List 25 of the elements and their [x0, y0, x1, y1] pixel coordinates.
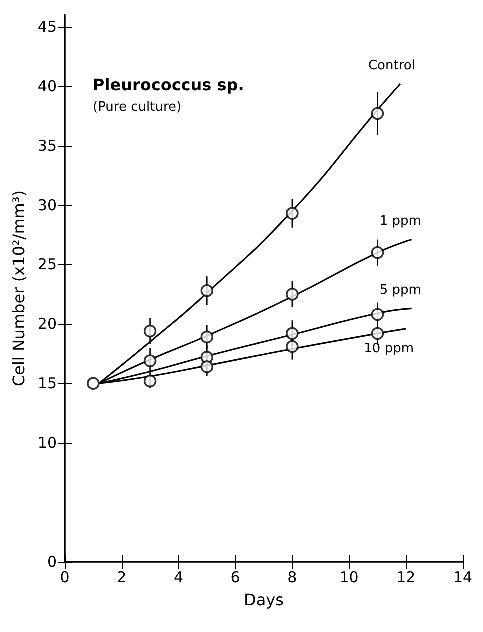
- x-tick-label: 12: [396, 568, 416, 586]
- x-tick-label: 4: [174, 568, 184, 586]
- x-axis-title: Days: [244, 590, 284, 610]
- text: Pleurococcus sp.: [93, 76, 244, 94]
- x-tick-label: 8: [288, 568, 298, 586]
- y-tick-label: 45: [38, 18, 57, 36]
- x-tick-label: 2: [117, 568, 127, 586]
- x-tick-label: 6: [230, 568, 240, 586]
- y-tick-label: 25: [38, 256, 57, 274]
- series-label: 10 ppm: [364, 341, 414, 356]
- text: (Pure culture): [93, 100, 182, 115]
- series-label: Control: [368, 58, 416, 74]
- y-tick-label: 35: [38, 136, 57, 155]
- x-tick-label: 0: [60, 568, 70, 586]
- y-axis-title: Cell Number (x10²/mm³): [10, 190, 29, 387]
- x-tick-label: 14: [453, 568, 473, 586]
- x-tick-label: 10: [340, 568, 359, 586]
- y-tick-label: 30: [38, 196, 57, 214]
- y-tick-label: 40: [38, 77, 57, 96]
- series-label: 5 ppm: [380, 283, 422, 298]
- y-tick-label: 20: [38, 315, 57, 334]
- y-tick-label: 0: [47, 553, 57, 571]
- series-label: 1 ppm: [380, 214, 422, 230]
- y-tick-label: 15: [38, 374, 57, 393]
- y-tick-label: 10: [38, 434, 57, 452]
